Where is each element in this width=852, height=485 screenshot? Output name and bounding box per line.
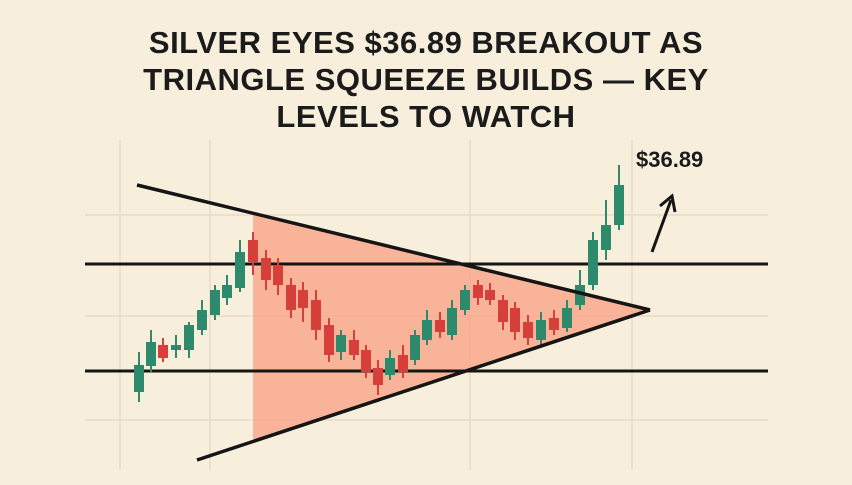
price-label: $36.89 bbox=[636, 147, 703, 172]
candle-body bbox=[473, 285, 483, 298]
candle-body bbox=[536, 320, 546, 340]
candle-body bbox=[146, 342, 156, 366]
candle-body bbox=[248, 240, 258, 262]
candle-body bbox=[498, 300, 508, 322]
candle-body bbox=[575, 285, 585, 305]
candle-body bbox=[601, 225, 611, 250]
triangle-upper bbox=[136, 183, 651, 312]
candles bbox=[134, 165, 624, 402]
candle-body bbox=[298, 290, 308, 308]
candle-body bbox=[447, 308, 457, 335]
candle-body bbox=[385, 358, 395, 375]
candle-body bbox=[485, 290, 495, 300]
arrow-shaft bbox=[650, 199, 673, 253]
candle-body bbox=[210, 290, 220, 315]
candle-body bbox=[336, 335, 346, 352]
arrow bbox=[650, 193, 677, 253]
candle-body bbox=[286, 285, 296, 310]
candle-body bbox=[614, 185, 624, 225]
candle-body bbox=[235, 252, 245, 288]
candle-body bbox=[134, 365, 144, 392]
candle-body bbox=[549, 318, 559, 330]
candle-body bbox=[435, 320, 445, 332]
candle-body bbox=[158, 345, 168, 358]
candle-body bbox=[184, 325, 194, 350]
candle-body bbox=[349, 340, 359, 355]
candle-body bbox=[460, 290, 470, 310]
candle-body bbox=[273, 265, 283, 285]
candle-body bbox=[510, 308, 520, 332]
candle-body bbox=[361, 350, 371, 372]
candle-body bbox=[171, 345, 181, 350]
candle-body bbox=[197, 310, 207, 330]
candle-body bbox=[588, 240, 598, 285]
candle-body bbox=[562, 308, 572, 328]
candle-body bbox=[311, 300, 321, 330]
triangle-lower bbox=[196, 308, 651, 462]
candle-body bbox=[410, 335, 420, 360]
candle-body bbox=[222, 285, 232, 298]
candle-body bbox=[523, 322, 533, 338]
title: SILVER EYES $36.89 BREAKOUT AS TRIANGLE … bbox=[143, 25, 709, 134]
candle-body bbox=[373, 368, 383, 385]
candle-body bbox=[398, 355, 408, 372]
candle-body bbox=[422, 320, 432, 340]
arrow-head bbox=[659, 193, 677, 213]
candle-body bbox=[261, 258, 271, 280]
candle-body bbox=[324, 325, 334, 355]
